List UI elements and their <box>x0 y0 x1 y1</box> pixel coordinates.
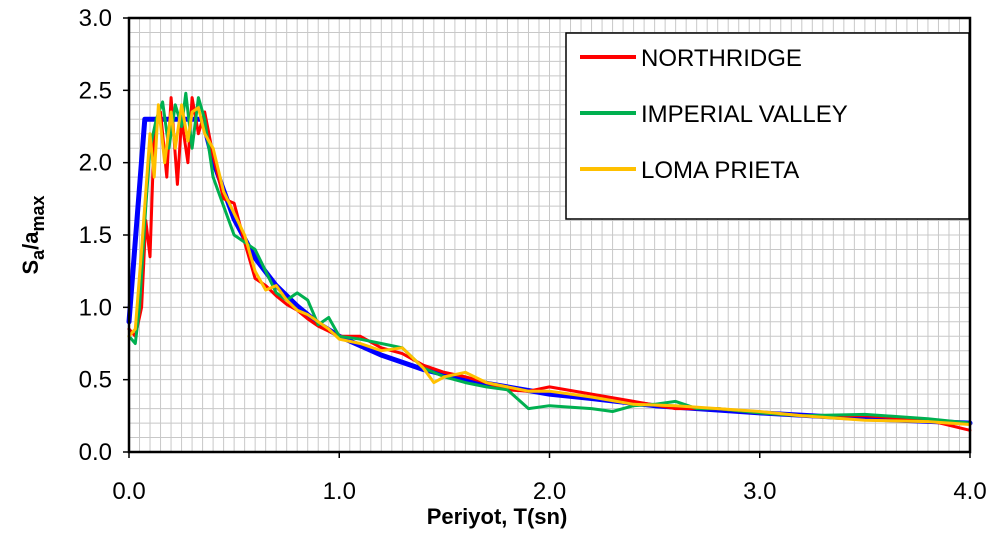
tick-labels: 0.0 1.0 2.0 3.0 4.0 0.0 0.5 1.0 1.5 2.0 2.5 3.0 <box>79 5 987 505</box>
y-tick-label: 1.5 <box>79 222 112 249</box>
legend-label: LOMA PRIETA <box>641 157 799 184</box>
x-tick-label: 0.0 <box>112 478 145 505</box>
y-axis-title: Sa/amax <box>18 195 48 274</box>
y-tick-label: 1.0 <box>79 294 112 321</box>
legend-label: NORTHRIDGE <box>641 45 802 72</box>
x-tick-label: 1.0 <box>323 478 356 505</box>
y-tick-label: 2.0 <box>79 150 112 177</box>
x-tick-label: 2.0 <box>533 478 566 505</box>
series-lines <box>126 91 973 432</box>
legend-box <box>565 32 970 220</box>
x-axis-title: Periyot, T(sn) <box>427 504 568 529</box>
legend: NORTHRIDGE IMPERIAL VALLEY LOMA PRIETA <box>565 32 970 220</box>
y-tick-label: 0.5 <box>79 367 112 394</box>
x-tick-label: 3.0 <box>743 478 776 505</box>
legend-label: IMPERIAL VALLEY <box>641 101 848 128</box>
y-tick-label: 2.5 <box>79 77 112 104</box>
series-line-loma-prieta <box>127 103 972 426</box>
y-tick-label: 0.0 <box>79 439 112 466</box>
x-tick-label: 4.0 <box>953 478 986 505</box>
y-tick-label: 3.0 <box>79 5 112 32</box>
